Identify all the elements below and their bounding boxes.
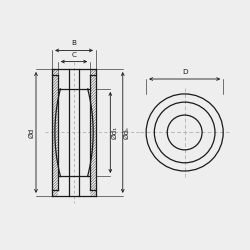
- Text: Ød₁: Ød₁: [111, 126, 117, 139]
- Text: C: C: [72, 52, 76, 58]
- Text: Ød: Ød: [28, 127, 34, 138]
- Text: Ødₖ: Ødₖ: [124, 126, 130, 139]
- Text: D: D: [182, 68, 188, 74]
- Text: B: B: [72, 40, 76, 46]
